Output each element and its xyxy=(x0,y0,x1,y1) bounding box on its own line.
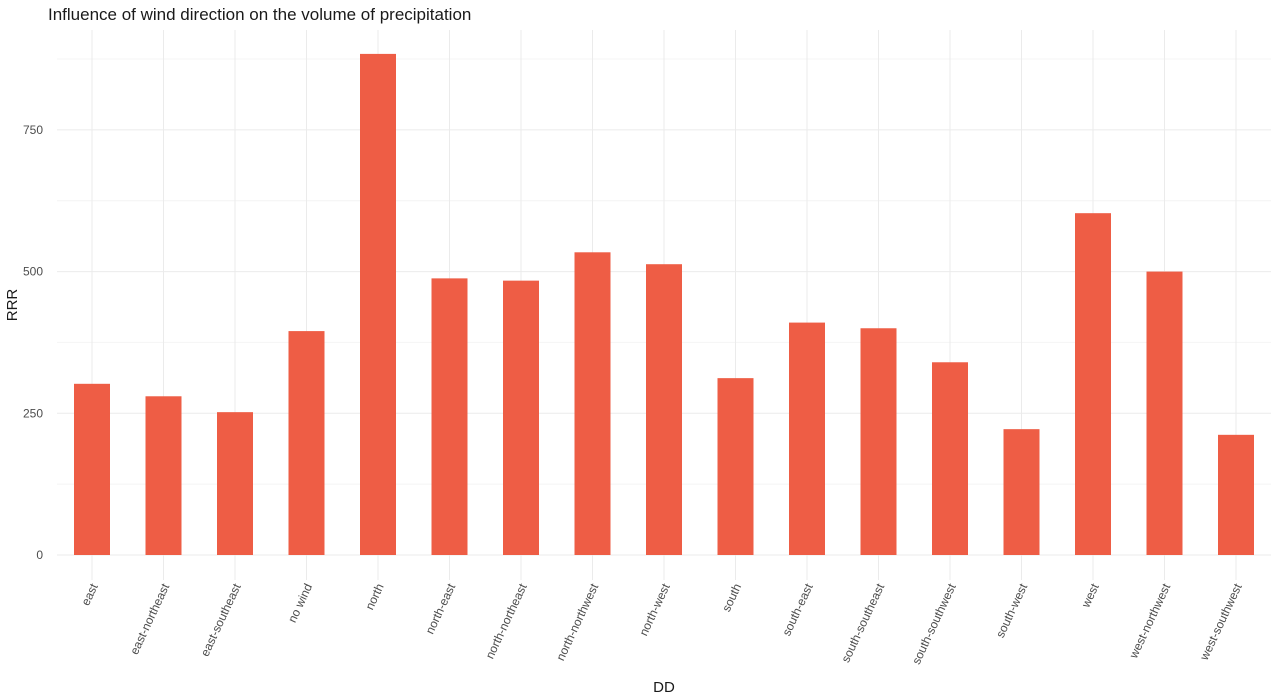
bar-east xyxy=(74,383,110,555)
bar-north-northeast xyxy=(503,280,539,555)
bar-north-west xyxy=(646,264,682,555)
bars xyxy=(74,53,1254,555)
x-tick-label: south xyxy=(719,581,744,614)
bar-no-wind xyxy=(288,331,325,555)
y-tick-label: 250 xyxy=(23,406,43,420)
bar-north-east xyxy=(431,278,468,555)
x-tick-label: south-east xyxy=(779,581,816,638)
bar-south-west xyxy=(1003,429,1040,555)
bar-east-southeast xyxy=(217,412,253,555)
bar-north xyxy=(360,53,396,555)
bar-west-northwest xyxy=(1146,271,1183,555)
chart-title: Influence of wind direction on the volum… xyxy=(48,5,471,24)
y-tick-label: 500 xyxy=(23,265,43,279)
x-tick-label: east xyxy=(78,581,101,608)
x-tick-label: west-northwest xyxy=(1126,581,1173,662)
x-tick-label: no wind xyxy=(285,581,315,624)
y-tick-label: 750 xyxy=(23,123,43,137)
bar-west xyxy=(1075,213,1111,555)
x-axis-title: DD xyxy=(653,679,675,695)
bar-west-southwest xyxy=(1218,434,1254,555)
x-tick-label: east-northeast xyxy=(127,581,172,657)
x-tick-label: north-west xyxy=(636,581,673,638)
x-tick-label: north xyxy=(362,581,386,612)
bar-south-southeast xyxy=(860,328,897,555)
x-tick-label: south-west xyxy=(993,581,1030,640)
x-tick-label: south-southwest xyxy=(909,581,959,667)
y-axis-title: RRR xyxy=(4,289,21,322)
y-tick-label: 0 xyxy=(36,548,43,562)
bar-north-northwest xyxy=(574,252,611,555)
bar-south xyxy=(717,378,754,555)
x-tick-label: east-southeast xyxy=(198,581,244,659)
y-axis: 0 250 500 750 xyxy=(23,123,43,562)
x-axis: east east-northeast east-southeast no wind n… xyxy=(78,581,1245,667)
x-tick-label: north-east xyxy=(423,581,459,636)
x-tick-label: south-southeast xyxy=(838,581,887,665)
x-tick-label: north-northwest xyxy=(553,581,601,663)
bar-south-east xyxy=(789,322,825,555)
bar-east-northeast xyxy=(145,396,182,555)
bar-south-southwest xyxy=(932,362,968,555)
x-tick-label: west xyxy=(1078,581,1102,611)
x-tick-label: north-northeast xyxy=(483,581,530,661)
x-tick-label: west-southwest xyxy=(1197,581,1245,663)
